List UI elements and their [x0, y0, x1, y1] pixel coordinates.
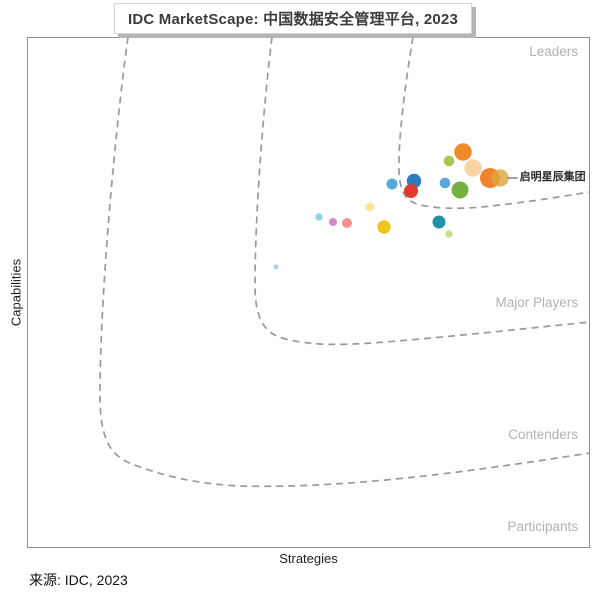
region-label-leaders: Leaders [529, 44, 578, 59]
vendor-bubble [365, 202, 375, 212]
vendor-annotation-label: 启明星辰集团 [519, 170, 586, 183]
vendor-bubble [454, 143, 472, 161]
vendor-bubble [445, 230, 453, 238]
source-note: 来源: IDC, 2023 [29, 572, 128, 588]
vendor-bubble [451, 181, 469, 199]
chart-title: IDC MarketScape: 中国数据安全管理平台, 2023 [127, 11, 459, 28]
x-axis-label: Strategies [279, 551, 338, 566]
vendor-bubble [273, 264, 279, 270]
region-label-participants: Participants [507, 519, 578, 534]
vendor-bubble [315, 213, 323, 221]
region-label-major-players: Major Players [495, 295, 578, 310]
plot-area [27, 37, 590, 548]
vendor-bubble [439, 177, 451, 189]
vendor-bubble-highlight [491, 169, 509, 187]
vendor-bubble [342, 218, 352, 228]
vendor-bubble [443, 155, 455, 167]
y-axis-label: Capabilities [8, 258, 24, 327]
vendor-bubble [464, 159, 482, 177]
chart-title-box: IDC MarketScape: 中国数据安全管理平台, 2023 [113, 3, 473, 34]
vendor-bubble [329, 218, 337, 226]
vendor-bubble [432, 215, 446, 229]
vendor-bubble [404, 184, 418, 198]
region-label-contenders: Contenders [508, 427, 578, 442]
vendor-bubble [377, 220, 391, 234]
region-boundary-leaders [398, 36, 591, 210]
region-boundary-major-players [254, 36, 591, 346]
region-boundary-contenders [99, 36, 591, 488]
vendor-bubble [386, 178, 398, 190]
